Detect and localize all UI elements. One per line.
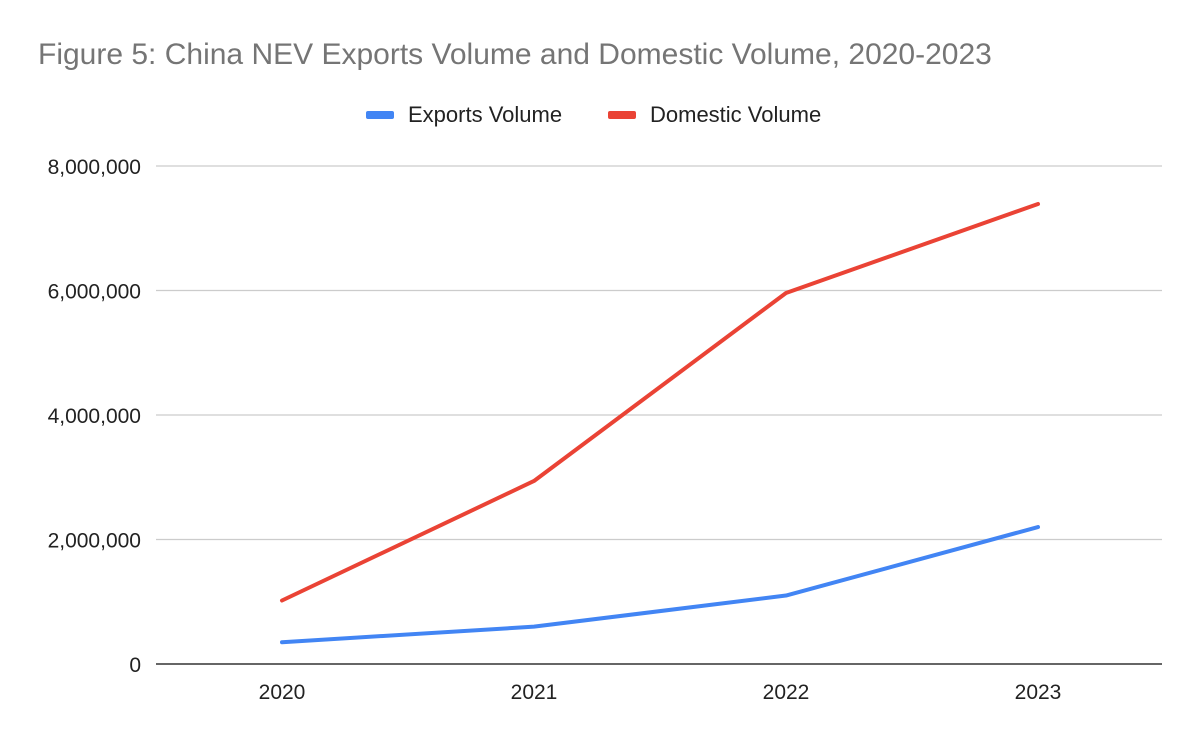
y-tick-label: 0 [129, 654, 141, 677]
y-tick-label: 6,000,000 [48, 281, 141, 304]
x-tick-label: 2021 [511, 681, 558, 704]
y-tick-label: 8,000,000 [48, 156, 141, 179]
legend: Exports Volume Domestic Volume [0, 100, 1200, 130]
x-tick-label: 2020 [259, 681, 306, 704]
y-tick-label: 4,000,000 [48, 405, 141, 428]
x-tick-label: 2023 [1015, 681, 1062, 704]
legend-label-exports: Exports Volume [408, 102, 563, 127]
legend-swatch-domestic [608, 111, 636, 119]
legend-swatch-exports [366, 111, 394, 119]
x-tick-label: 2022 [763, 681, 810, 704]
chart-title: Figure 5: China NEV Exports Volume and D… [38, 38, 992, 71]
y-tick-label: 2,000,000 [48, 530, 141, 553]
legend-item-domestic[interactable]: Domestic Volume [608, 100, 821, 130]
series-line-domestic [280, 201, 1040, 603]
series-line-exports [280, 525, 1040, 645]
legend-label-domestic: Domestic Volume [650, 102, 822, 127]
legend-item-exports[interactable]: Exports Volume [366, 100, 562, 130]
